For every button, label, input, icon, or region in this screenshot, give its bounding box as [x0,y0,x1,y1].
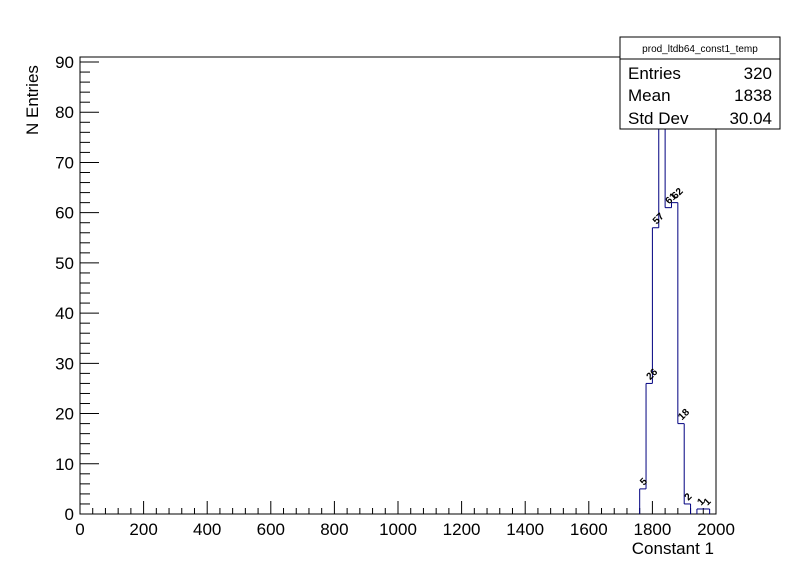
x-tick-label: 1200 [443,520,481,539]
y-tick-label: 90 [55,53,74,72]
y-tick-label: 20 [55,405,74,424]
bin-value-label: 57 [651,211,667,227]
x-tick-label: 600 [257,520,285,539]
stats-stddev-label: Std Dev [628,109,689,128]
y-tick-label: 70 [55,153,74,172]
stats-entries-value: 320 [744,64,772,83]
y-tick-label: 10 [55,455,74,474]
bin-value-label: 26 [645,367,661,383]
histogram-bars [639,66,711,514]
stats-title: prod_ltdb64_const1_temp [642,44,758,55]
x-tick-label: 1800 [633,520,671,539]
y-tick-label: 0 [65,505,74,524]
y-tick-label: 30 [55,354,74,373]
y-tick-label: 50 [55,254,74,273]
x-tick-label: 0 [75,520,84,539]
x-tick-label: 1600 [570,520,608,539]
x-tick-label: 800 [320,520,348,539]
y-tick-label: 60 [55,204,74,223]
x-tick-label: 200 [129,520,157,539]
x-tick-label: 2000 [697,520,735,539]
x-tick-label: 400 [193,520,221,539]
x-tick-label: 1000 [379,520,417,539]
y-axis-title: N Entries [23,65,42,135]
stats-entries-label: Entries [628,64,681,83]
stats-box: prod_ltdb64_const1_temp Entries 320 Mean… [619,36,781,130]
stats-stddev-value: 30.04 [729,109,772,128]
axes: 0 200 400 600 800 1000 1200 1400 1600 1800 2000 0 10… [55,53,735,539]
stats-mean-label: Mean [628,86,671,105]
bin-value-label: 5 [638,476,650,488]
y-tick-label: 80 [55,103,74,122]
stats-mean-value: 1838 [734,86,772,105]
y-tick-label: 40 [55,304,74,323]
bin-value-label: 18 [676,407,692,423]
x-tick-label: 1400 [506,520,544,539]
x-axis-title: Constant 1 [632,539,714,558]
